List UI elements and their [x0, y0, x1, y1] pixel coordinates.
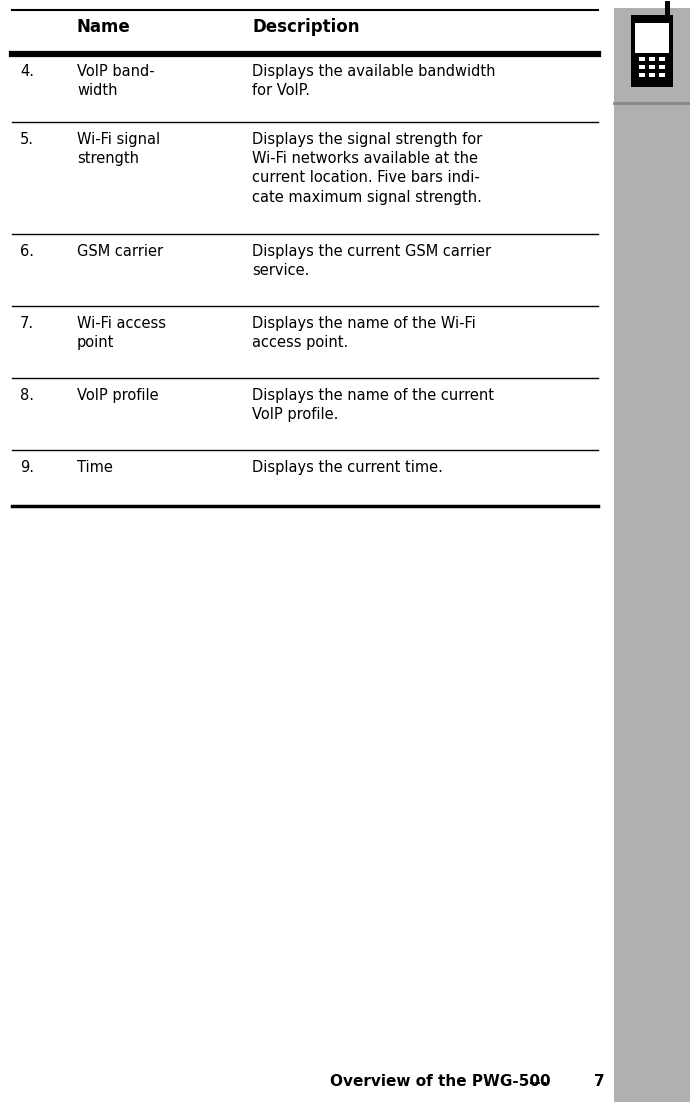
Text: Time: Time — [77, 460, 113, 475]
Bar — [639, 57, 645, 61]
Text: VoIP band-
width: VoIP band- width — [77, 64, 155, 98]
Bar — [649, 73, 655, 77]
Text: 9.: 9. — [20, 460, 34, 475]
Text: VoIP profile: VoIP profile — [77, 388, 159, 403]
Text: 5.: 5. — [20, 132, 34, 147]
Text: 7: 7 — [594, 1074, 604, 1090]
Bar — [665, 1, 670, 17]
Bar — [639, 73, 645, 77]
Text: Name: Name — [77, 18, 130, 36]
Text: Overview of the PWG-500: Overview of the PWG-500 — [330, 1074, 551, 1090]
Text: 4.: 4. — [20, 64, 34, 79]
Text: Wi-Fi signal
strength: Wi-Fi signal strength — [77, 132, 160, 166]
Bar — [639, 65, 645, 69]
Bar — [631, 15, 673, 87]
Bar — [649, 65, 655, 69]
Text: Displays the signal strength for
Wi-Fi networks available at the
current locatio: Displays the signal strength for Wi-Fi n… — [252, 132, 482, 205]
Text: 8.: 8. — [20, 388, 34, 403]
Text: ---: --- — [528, 1074, 547, 1090]
Text: Displays the current time.: Displays the current time. — [252, 460, 443, 475]
Bar — [614, 8, 690, 1102]
Text: Displays the name of the current
VoIP profile.: Displays the name of the current VoIP pr… — [252, 388, 494, 422]
Bar — [659, 73, 665, 77]
Bar — [659, 57, 665, 61]
Text: Displays the current GSM carrier
service.: Displays the current GSM carrier service… — [252, 244, 491, 278]
Text: 7.: 7. — [20, 316, 34, 331]
Text: 6.: 6. — [20, 244, 34, 259]
Bar — [649, 57, 655, 61]
Text: Wi-Fi access
point: Wi-Fi access point — [77, 316, 166, 350]
Text: GSM carrier: GSM carrier — [77, 244, 163, 259]
Bar — [659, 65, 665, 69]
Text: Description: Description — [252, 18, 359, 36]
Text: Displays the available bandwidth
for VoIP.: Displays the available bandwidth for VoI… — [252, 64, 495, 98]
Bar — [635, 23, 669, 53]
Text: Displays the name of the Wi-Fi
access point.: Displays the name of the Wi-Fi access po… — [252, 316, 475, 350]
